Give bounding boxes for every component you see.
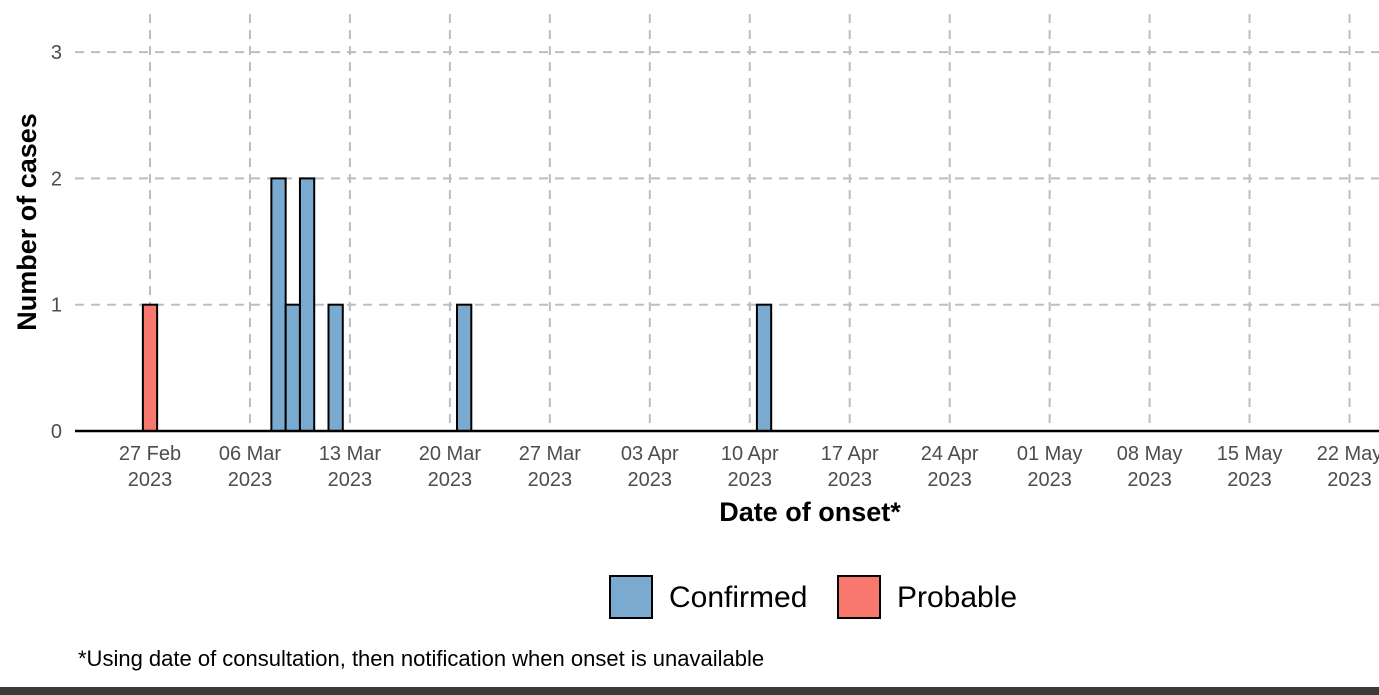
- x-tick-label-line: 2023: [328, 469, 373, 491]
- y-axis-ticks: 0 1 2 3: [51, 42, 62, 443]
- legend: Confirmed Probable: [609, 575, 1017, 619]
- bottom-bar: [0, 687, 1379, 695]
- x-tick-label-line: 27 Mar: [519, 443, 582, 465]
- x-tick-label-line: 2023: [1027, 469, 1072, 491]
- y-axis-title: Number of cases: [12, 113, 42, 331]
- bar-confirmed: [456, 303, 473, 433]
- x-tick-label-line: 2023: [1127, 469, 1172, 491]
- bar-probable: [141, 303, 159, 433]
- x-tick-label-line: 17 Apr: [821, 443, 879, 465]
- y-tick-label: 2: [51, 168, 62, 190]
- x-tick-label-line: 2023: [827, 469, 872, 491]
- x-tick-label-line: 03 Apr: [621, 443, 679, 465]
- legend-swatch-confirmed: [609, 575, 653, 619]
- x-tick-label: 13 Mar 2023: [319, 443, 382, 491]
- x-tick-label-line: 22 May: [1317, 443, 1379, 465]
- y-tick-label: 0: [51, 421, 62, 443]
- y-tick-label: 1: [51, 295, 62, 317]
- x-tick-label-line: 06 Mar: [219, 443, 282, 465]
- x-tick-label: 22 May 2023: [1317, 443, 1379, 491]
- x-tick-label-line: 2023: [1227, 469, 1272, 491]
- legend-swatch-probable: [837, 575, 881, 619]
- x-tick-label: 20 Mar 2023: [419, 443, 482, 491]
- gridlines: [75, 14, 1379, 431]
- x-tick-label-line: 27 Feb: [119, 443, 181, 465]
- x-tick-label: 15 May 2023: [1217, 443, 1283, 491]
- x-tick-label: 10 Apr 2023: [721, 443, 779, 491]
- x-tick-label-line: 08 May: [1117, 443, 1183, 465]
- x-tick-label: 03 Apr 2023: [621, 443, 679, 491]
- bar-confirmed: [298, 177, 316, 432]
- x-tick-label: 27 Mar 2023: [519, 443, 582, 491]
- x-tick-label-line: 2023: [128, 469, 173, 491]
- x-tick-label-line: 2023: [1327, 469, 1372, 491]
- x-tick-label-line: 2023: [628, 469, 673, 491]
- footnote: *Using date of consultation, then notifi…: [78, 646, 765, 671]
- x-tick-label-line: 2023: [728, 469, 773, 491]
- bar-confirmed: [755, 303, 773, 433]
- x-tick-label-line: 13 Mar: [319, 443, 382, 465]
- x-tick-label-line: 2023: [428, 469, 473, 491]
- legend-label-confirmed: Confirmed: [669, 581, 807, 614]
- x-axis-title: Date of onset*: [719, 497, 901, 527]
- x-tick-label: 17 Apr 2023: [821, 443, 879, 491]
- y-tick-label: 3: [51, 42, 62, 64]
- x-tick-label: 27 Feb 2023: [119, 443, 181, 491]
- bar-confirmed: [284, 303, 301, 433]
- bar-confirmed: [270, 177, 287, 432]
- x-tick-label: 01 May 2023: [1017, 443, 1083, 491]
- x-tick-label-line: 15 May: [1217, 443, 1283, 465]
- bar-confirmed: [327, 303, 344, 433]
- x-tick-label: 06 Mar 2023: [219, 443, 282, 491]
- x-tick-label-line: 10 Apr: [721, 443, 779, 465]
- x-tick-label-line: 2023: [927, 469, 972, 491]
- x-tick-label-line: 24 Apr: [921, 443, 979, 465]
- x-axis-ticks: 27 Feb 2023 06 Mar 2023 13 Mar 2023 20 Mar 2023…: [119, 443, 1379, 491]
- x-tick-label-line: 2023: [528, 469, 573, 491]
- x-tick-label: 08 May 2023: [1117, 443, 1183, 491]
- x-tick-label: 24 Apr 2023: [921, 443, 979, 491]
- legend-label-probable: Probable: [897, 581, 1017, 614]
- x-tick-label-line: 01 May: [1017, 443, 1083, 465]
- x-tick-label-line: 2023: [228, 469, 273, 491]
- x-tick-label-line: 20 Mar: [419, 443, 482, 465]
